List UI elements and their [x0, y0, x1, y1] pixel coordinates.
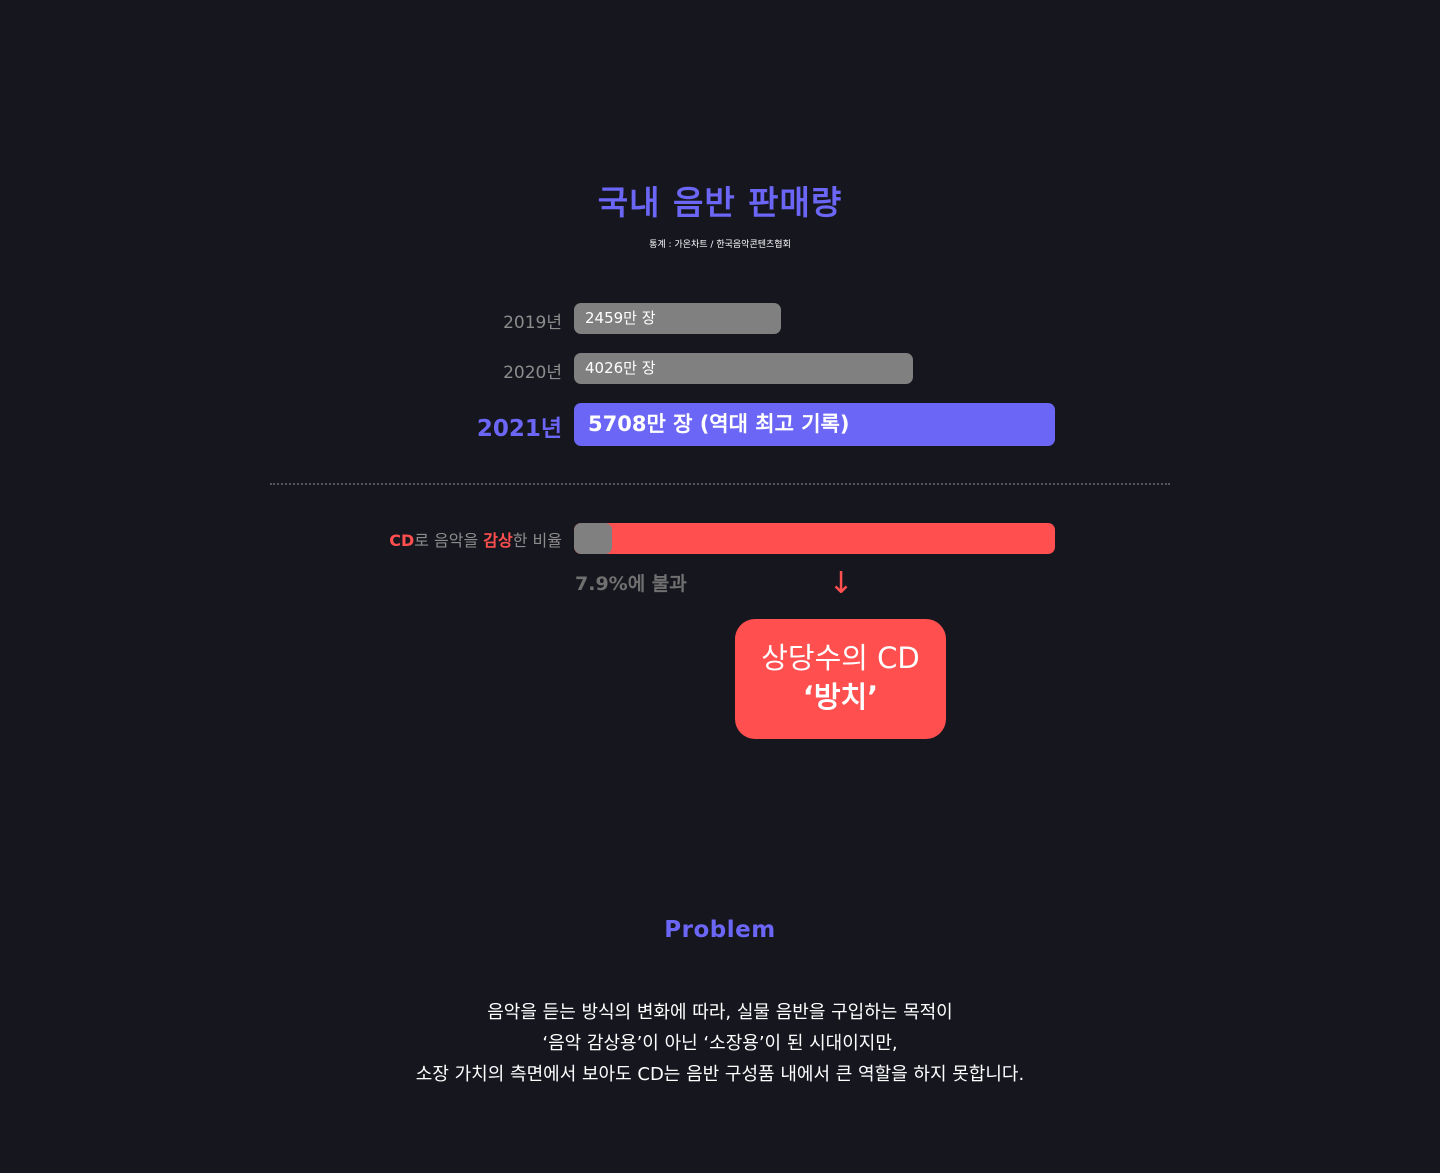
ratio-bar-track [574, 523, 1055, 554]
problem-line: ‘음악 감상용’이 아닌 ‘소장용’이 된 시대이지만, [542, 1033, 898, 1054]
ratio-label-part: 로 음악을 [414, 531, 484, 550]
problem-heading: Problem [664, 917, 776, 943]
bar: 5708만 장 (역대 최고 기록) [574, 403, 1055, 446]
ratio-label: CD로 음악을 감상한 비율 [389, 527, 562, 551]
chart-source: 통계 : 가온차트 / 한국음악콘텐츠협회 [649, 240, 791, 250]
ratio-label-part: 감상 [483, 531, 513, 550]
ratio-note: 7.9%에 불과 [575, 573, 687, 595]
callout-line-2: ‘방치’ [802, 680, 879, 714]
ratio-bar-fill [574, 523, 612, 554]
callout-line-1: 상당수의 CD [761, 641, 920, 675]
bar-category-label: 2019년 [503, 313, 562, 333]
ratio-label-part: 한 비율 [512, 531, 562, 550]
problem-description: 음악을 듣는 방식의 변화에 따라, 실물 음반을 구입하는 목적이 ‘음악 감… [0, 997, 1440, 1090]
bar-data-label: 4026만 장 [585, 359, 656, 377]
section-divider [270, 483, 1170, 485]
problem-line: 음악을 듣는 방식의 변화에 따라, 실물 음반을 구입하는 목적이 [487, 1002, 953, 1023]
bar: 4026만 장 [574, 353, 913, 384]
bar: 2459만 장 [574, 303, 781, 334]
problem-line: 소장 가치의 측면에서 보아도 CD는 음반 구성품 내에서 큰 역할을 하지 … [415, 1064, 1025, 1085]
chart-title: 국내 음반 판매량 [597, 183, 843, 222]
bar-category-label: 2021년 [476, 416, 562, 442]
bar-category-label: 2020년 [503, 363, 562, 383]
bar-data-label: 2459만 장 [585, 309, 656, 327]
callout-box: 상당수의 CD ‘방치’ [735, 619, 946, 739]
bar-data-label: 5708만 장 (역대 최고 기록) [588, 412, 850, 436]
ratio-label-part: CD [389, 531, 415, 550]
down-arrow-icon: ↓ [828, 566, 854, 601]
